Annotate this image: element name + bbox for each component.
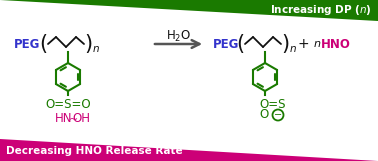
Text: Increasing DP ($\mathit{n}$): Increasing DP ($\mathit{n}$) [270, 3, 372, 17]
Text: ~: ~ [68, 115, 77, 125]
Text: O: O [259, 109, 269, 122]
Text: HNO: HNO [321, 38, 351, 51]
Text: −: − [274, 110, 282, 120]
Text: PEG: PEG [14, 38, 40, 51]
Text: Decreasing HNO Release Rate: Decreasing HNO Release Rate [6, 146, 183, 156]
Text: +: + [297, 37, 309, 51]
Text: H$_2$O: H$_2$O [166, 28, 191, 43]
Text: PEG: PEG [213, 38, 239, 51]
Text: $\mathit{n}$: $\mathit{n}$ [92, 44, 100, 54]
Text: ): ) [281, 34, 289, 54]
Text: O=S=O: O=S=O [45, 98, 91, 110]
Text: (: ( [39, 34, 47, 54]
Text: ): ) [84, 34, 92, 54]
Text: (: ( [236, 34, 244, 54]
Text: HN: HN [55, 112, 73, 124]
Polygon shape [0, 0, 378, 21]
Text: $\mathit{n}$: $\mathit{n}$ [289, 44, 297, 54]
Text: OH: OH [72, 112, 90, 124]
Text: $\mathit{n}$: $\mathit{n}$ [313, 39, 321, 49]
Polygon shape [0, 139, 378, 161]
Text: O=S: O=S [259, 98, 285, 110]
